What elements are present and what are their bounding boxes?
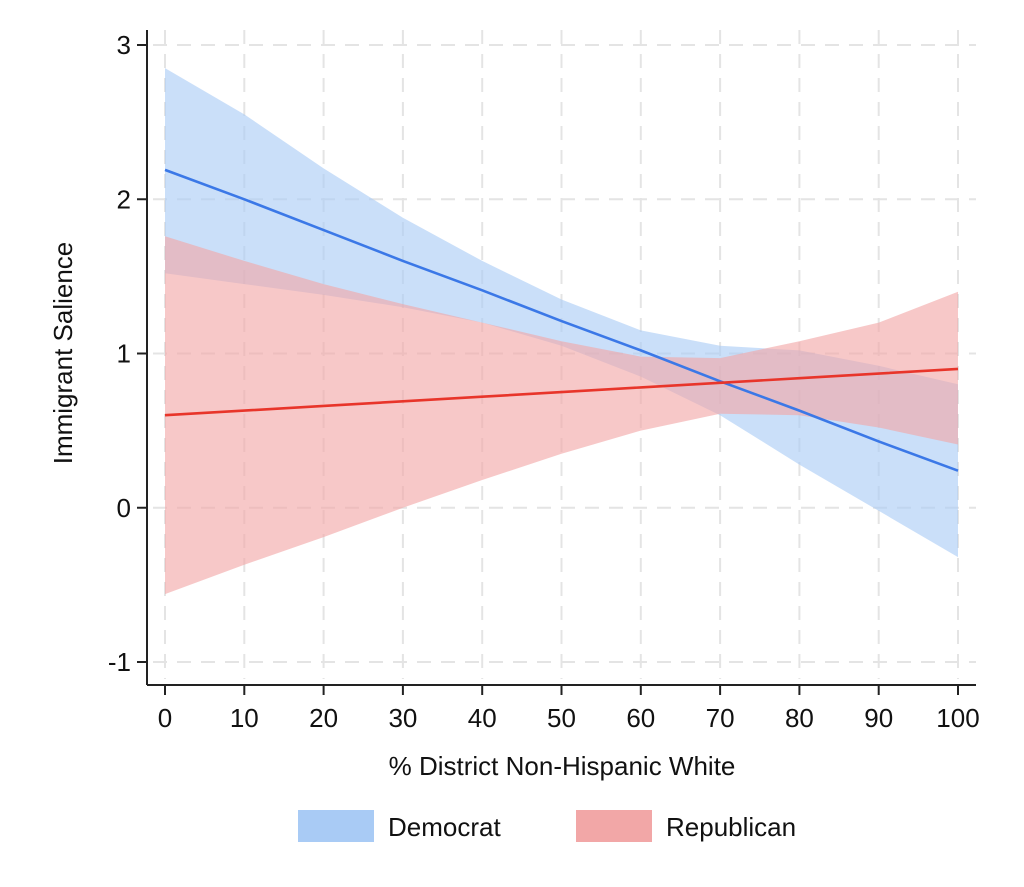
legend-label-republican: Republican — [666, 812, 796, 842]
series-lines — [164, 168, 959, 472]
x-tick-label: 60 — [626, 703, 655, 733]
y-tick-label: 3 — [117, 30, 131, 60]
y-tick-label: -1 — [108, 647, 131, 677]
x-tick-label: 0 — [158, 703, 172, 733]
confidence-bands — [165, 68, 958, 595]
legend-label-democrat: Democrat — [388, 812, 501, 842]
x-tick-label: 40 — [468, 703, 497, 733]
axes — [137, 30, 976, 695]
x-tick-label: 80 — [785, 703, 814, 733]
y-tick-label: 1 — [117, 339, 131, 369]
x-tick-label: 10 — [230, 703, 259, 733]
y-tick-label: 0 — [117, 493, 131, 523]
legend: Democrat Republican — [298, 810, 796, 842]
x-tick-label: 70 — [706, 703, 735, 733]
legend-swatch-democrat — [298, 810, 374, 842]
y-tick-label: 2 — [117, 184, 131, 214]
tick-labels: 0 10 20 30 40 50 60 70 80 90 100 -1 0 1 2 3 — [108, 30, 980, 733]
x-tick-label: 90 — [864, 703, 893, 733]
x-tick-label: 50 — [547, 703, 576, 733]
x-axis-title: % District Non-Hispanic White — [389, 751, 736, 781]
y-axis-title: Immigrant Salience — [48, 242, 78, 465]
x-tick-label: 20 — [309, 703, 338, 733]
legend-swatch-republican — [576, 810, 652, 842]
x-tick-label: 30 — [388, 703, 417, 733]
series-line-republican — [164, 367, 959, 417]
confidence-band-democrat — [165, 68, 958, 558]
confidence-band-republican — [165, 236, 958, 595]
x-tick-label: 100 — [936, 703, 979, 733]
series-line-democrat — [164, 168, 959, 472]
